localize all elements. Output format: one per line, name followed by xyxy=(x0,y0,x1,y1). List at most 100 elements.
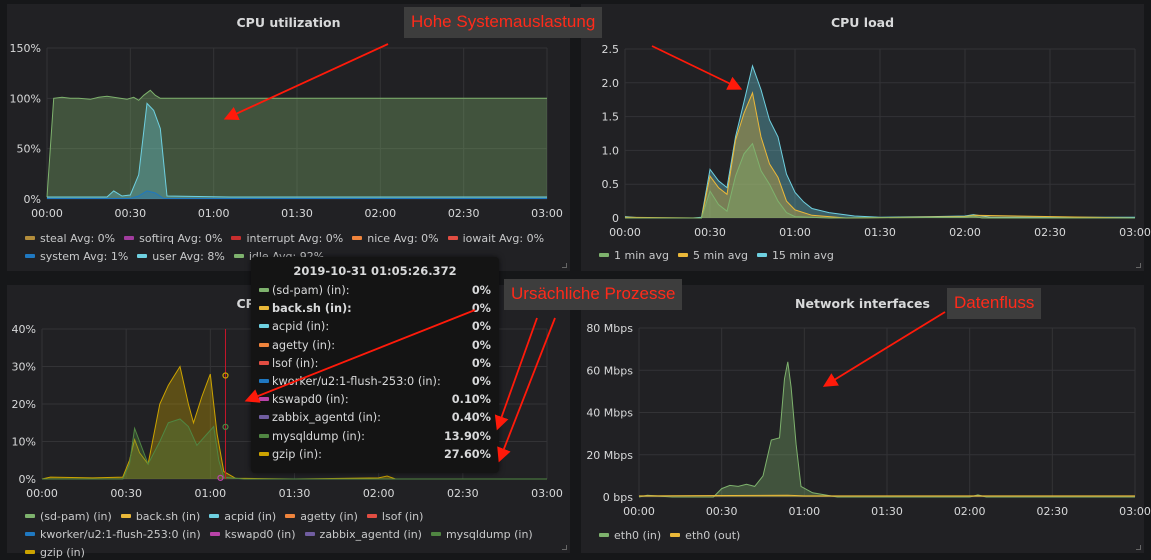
x-tick-label: 01:00 xyxy=(788,505,820,518)
resize-handle[interactable] xyxy=(1136,545,1141,550)
legend-item[interactable]: system Avg: 1% xyxy=(25,248,128,266)
series-line-mysqldump-in- xyxy=(42,418,547,480)
panel-title[interactable]: Network interfaces xyxy=(795,296,930,311)
legend-item[interactable]: eth0 (in) xyxy=(599,527,661,545)
y-tick-label: 80 Mbps xyxy=(586,322,633,335)
resize-handle[interactable] xyxy=(562,263,567,268)
x-tick-label: 01:00 xyxy=(194,487,226,500)
series-area-system xyxy=(47,190,547,199)
process-cpu-chart[interactable]: 0% 10% 20% 30% 40% 00:00 00:30 01:00 01:30 02:00 0… xyxy=(7,285,570,553)
network-chart[interactable]: 0 bps 20 Mbps 40 Mbps 60 Mbps 80 Mbps 00:00 00… xyxy=(581,285,1151,553)
legend-swatch xyxy=(120,514,131,518)
legend-item[interactable]: kswapd0 (in) xyxy=(209,526,296,544)
legend-label: acpid (in) xyxy=(224,510,277,523)
legend: eth0 (in) eth0 (out) xyxy=(599,527,1139,545)
x-tick-label: 01:30 xyxy=(864,226,896,239)
tooltip-value: 27.60% xyxy=(443,447,491,461)
legend-item[interactable]: 1 min avg xyxy=(599,247,669,265)
tooltip-row: back.sh (in): 0% xyxy=(259,300,491,318)
x-tick-label: 02:00 xyxy=(949,226,981,239)
x-tick-label: 03:00 xyxy=(1119,226,1151,239)
legend-label: 1 min avg xyxy=(614,249,669,262)
tooltip-series-name: back.sh (in): xyxy=(272,302,352,316)
tooltip-series-name: lsof (in): xyxy=(272,356,319,370)
y-tick-label: 0 bps xyxy=(603,491,633,504)
tooltip-swatch xyxy=(259,288,269,292)
tooltip-series-name: zabbix_agentd (in): xyxy=(272,411,381,425)
legend-item[interactable]: interrupt Avg: 0% xyxy=(231,230,343,248)
series-line-eth0-out- xyxy=(638,494,1135,497)
legend-item[interactable]: steal Avg: 0% xyxy=(25,230,115,248)
tooltip-series-name: gzip (in): xyxy=(272,447,322,461)
tooltip-series-name: kworker/u2:1-flush-253:0 (in): xyxy=(272,374,441,388)
series-area-5-min-avg xyxy=(625,92,1135,218)
legend-item[interactable]: 15 min avg xyxy=(756,247,834,265)
legend-label: agetty (in) xyxy=(300,510,358,523)
legend-item[interactable]: agetty (in) xyxy=(285,508,358,526)
cpu-utilization-chart[interactable]: 0% 50% 100% 150% 00:00 00:30 01:00 01:30 02:00 02… xyxy=(7,4,570,271)
tooltip-row: mysqldump (in): 13.90% xyxy=(259,428,491,446)
legend-swatch xyxy=(25,532,35,536)
legend-item[interactable]: user Avg: 8% xyxy=(137,248,225,266)
panel-title[interactable]: CPU utilization xyxy=(236,15,341,30)
series-area-user xyxy=(47,103,547,199)
panel-title[interactable]: CPU load xyxy=(830,15,895,30)
legend-swatch xyxy=(670,533,681,537)
legend-swatch xyxy=(677,253,688,257)
x-tick-label: 00:30 xyxy=(114,207,146,220)
legend-item[interactable]: eth0 (out) xyxy=(670,527,740,545)
y-tick-label: 40 Mbps xyxy=(586,407,633,420)
legend-item[interactable]: gzip (in) xyxy=(25,544,85,560)
cpu-load-chart[interactable]: 0 0.5 1.0 1.5 2.0 2.5 00:00 00:30 01:00 01:30 02:0… xyxy=(581,4,1151,271)
legend-item[interactable]: lsof (in) xyxy=(366,508,423,526)
resize-handle[interactable] xyxy=(562,545,567,550)
y-tick-label: 50% xyxy=(17,143,41,156)
legend-item[interactable]: zabbix_agentd (in) xyxy=(304,526,422,544)
series-line-system xyxy=(47,190,547,199)
tooltip-value: 0% xyxy=(471,374,491,388)
legend-item[interactable]: acpid (in) xyxy=(209,508,276,526)
tooltip-value: 0.10% xyxy=(451,393,491,407)
y-tick-label: 0% xyxy=(24,193,41,206)
legend-swatch xyxy=(231,236,242,240)
series-area-mysqldump-in- xyxy=(42,419,547,479)
tooltip-series-name: mysqldump (in): xyxy=(272,429,365,443)
legend-swatch xyxy=(366,514,377,518)
legend-label: 15 min avg xyxy=(771,249,834,262)
legend-item[interactable]: softirq Avg: 0% xyxy=(124,230,222,248)
tooltip-series-name: (sd-pam) (in): xyxy=(272,284,350,297)
series-area-15-min-avg xyxy=(625,65,1135,219)
legend-label: user Avg: 8% xyxy=(152,250,225,263)
tooltip-series-name: acpid (in): xyxy=(272,320,330,334)
legend-swatch xyxy=(756,253,767,257)
legend-item[interactable]: mysqldump (in) xyxy=(430,526,533,544)
x-tick-label: 01:00 xyxy=(198,207,230,220)
y-tick-label: 100% xyxy=(10,92,41,105)
legend-swatch xyxy=(447,236,458,240)
legend-swatch xyxy=(352,236,363,240)
y-tick-label: 30% xyxy=(12,361,36,374)
legend-label: iowait Avg: 0% xyxy=(462,232,545,245)
legend-item[interactable]: back.sh (in) xyxy=(120,508,200,526)
y-tick-label: 20 Mbps xyxy=(586,449,633,462)
tooltip-rows: (sd-pam) (in): 0% back.sh (in): 0% acpid (in… xyxy=(259,282,491,464)
x-tick-label: 00:00 xyxy=(26,487,58,500)
tooltip-series-name: kswapd0 (in): xyxy=(272,393,349,407)
legend-item[interactable]: kworker/u2:1-flush-253:0 (in) xyxy=(25,526,201,544)
legend-item[interactable]: 5 min avg xyxy=(677,247,748,265)
y-tick-label: 1.0 xyxy=(602,144,620,157)
cpu-load-panel: CPU load 0 0.5 1.0 1.5 2.0 2.5 00:00 00:30 01:00… xyxy=(581,4,1151,271)
tooltip-swatch xyxy=(259,324,269,329)
y-tick-label: 60 Mbps xyxy=(586,364,633,377)
x-tick-label: 02:30 xyxy=(448,207,480,220)
tooltip-swatch xyxy=(259,360,269,365)
x-tick-label: 03:00 xyxy=(531,487,563,500)
resize-handle[interactable] xyxy=(1136,263,1141,268)
legend-item[interactable]: nice Avg: 0% xyxy=(352,230,439,248)
tooltip-value: 0% xyxy=(471,302,491,316)
legend-label: (sd-pam) (in) xyxy=(40,510,112,523)
legend-swatch xyxy=(25,254,35,258)
tooltip-row: lsof (in): 0% xyxy=(259,355,491,373)
legend-item[interactable]: iowait Avg: 0% xyxy=(447,230,545,248)
legend-item[interactable]: (sd-pam) (in) xyxy=(25,508,112,526)
